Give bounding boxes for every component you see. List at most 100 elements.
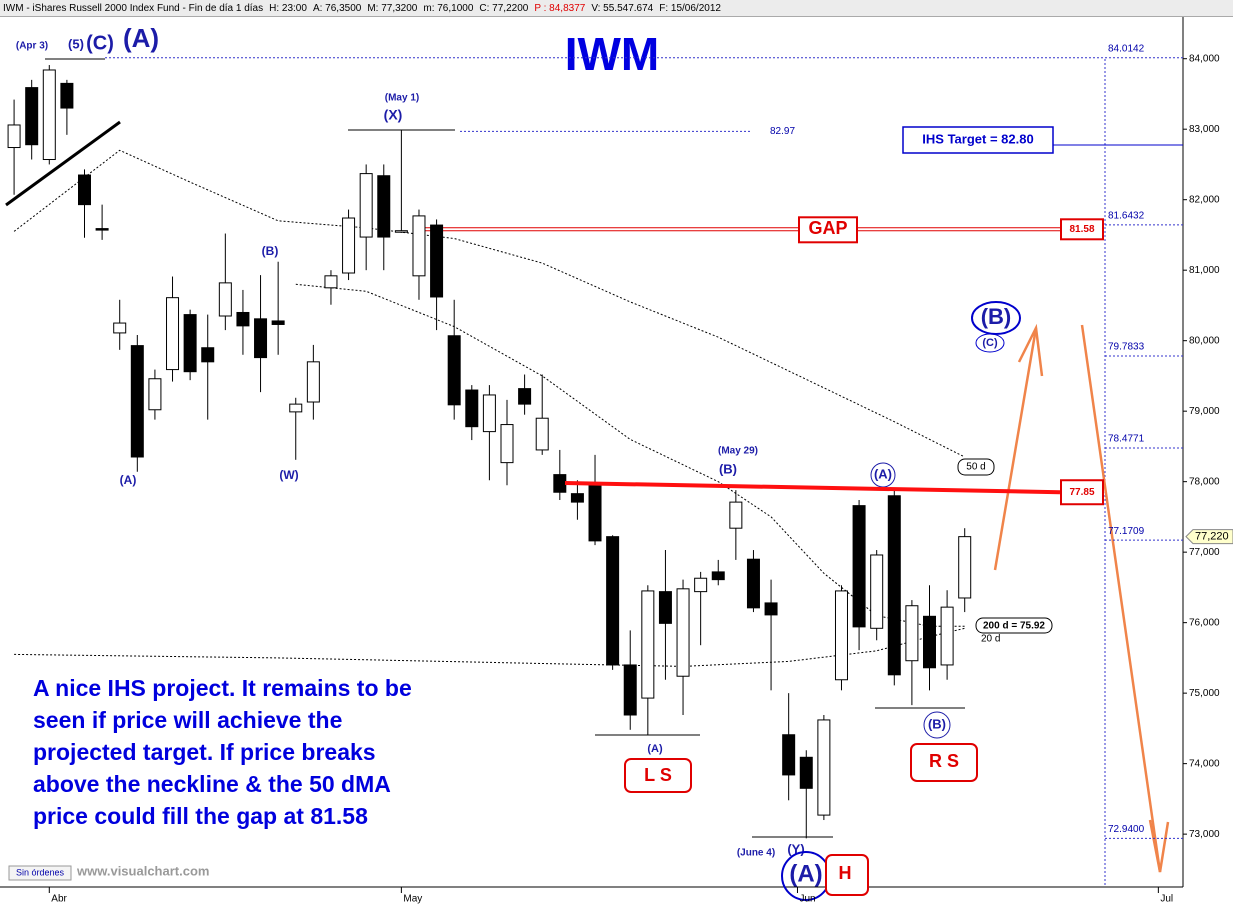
target-label: IHS Target = 82.80 [922,131,1033,146]
candle-body [711,571,725,581]
candle-body [676,588,690,677]
candle-body [78,174,91,206]
level-label: 81.6432 [1108,210,1145,221]
candle-body [324,275,338,289]
gap-box [798,216,858,244]
candle-body [588,484,602,542]
ma-label-box [975,617,1053,634]
wave-label: (A) [123,23,159,53]
wave-label: (B) [262,244,279,258]
rs-label: R S [929,751,959,771]
status-label: Sin órdenes [16,867,65,877]
candle-body [271,320,285,325]
candle-body [130,345,144,458]
candle-body [377,175,391,238]
y-tick-label: 73,000 [1189,829,1220,840]
wave-label: (May 1) [385,93,419,104]
ma-label: 200 d = 75.92 [983,621,1045,632]
wave-label: (B) [719,461,737,476]
wave-label: (B) [928,716,946,731]
y-tick-label: 82,000 [1189,194,1220,205]
candle-body [834,590,848,681]
candle-body [42,69,56,161]
y-tick-label: 76,000 [1189,617,1220,628]
y-tick-label: 77,000 [1189,547,1220,558]
candle-body [218,282,232,317]
gap-label: GAP [808,218,847,238]
rs-box [910,743,978,782]
candle-body [236,311,250,327]
last-price-marker [1185,529,1233,545]
neckline-box [1060,479,1104,506]
candle-body [658,591,672,624]
y-tick-label: 81,000 [1189,265,1220,276]
ls-box [624,758,692,793]
candle-body [870,554,884,629]
candle-body [148,378,162,411]
wave-circle [923,711,951,739]
candle-body [25,87,39,146]
y-tick-label: 78,000 [1189,476,1220,487]
candle-body [201,347,215,363]
h-box [825,854,869,896]
candle-body [852,505,866,628]
h-label: H [839,863,852,883]
note-line: price could fill the gap at 81.58 [33,803,368,829]
level-label: 79.7833 [1108,342,1145,353]
x-tick-label: Jun [799,894,815,905]
y-tick-label: 74,000 [1189,758,1220,769]
level-label: 82.97 [770,126,795,137]
header-item: M: 77,3200 [367,3,418,14]
status-box [8,865,72,881]
y-tick-label: 79,000 [1189,406,1220,417]
candle-body [782,734,796,776]
candle-body [729,501,743,529]
level-label: 78.4771 [1108,434,1145,445]
header-item: V: 55.547.674 [591,3,654,14]
chart-title: IWM [565,28,660,80]
candle-body [254,318,268,359]
candle-body [746,558,760,609]
candle-body [183,314,197,373]
x-tick-label: May [403,894,422,905]
y-tick-label: 75,000 [1189,688,1220,699]
wave-label: (Apr 3) [16,41,48,52]
wave-circle [971,301,1021,335]
wave-label: (B) [981,304,1012,329]
candle-body [606,536,620,666]
wave-label: (June 4) [737,848,775,859]
header-item: P : 84,8377 [534,3,586,14]
candle-body [905,605,919,662]
candle-body [342,217,356,274]
candle-body [694,577,708,593]
candle-body [500,424,514,464]
target-box [902,126,1054,154]
candle-body [940,606,954,666]
gap-value: 81.58 [1069,224,1094,235]
arrow-down [1080,324,1162,873]
note: A nice IHS project. It remains to be see… [33,675,412,829]
y-tick-label: 84,000 [1189,53,1220,64]
candle-body [113,322,127,334]
candle-body [359,173,373,238]
moving-average [14,627,965,667]
y-tick-label: 83,000 [1189,124,1220,135]
wave-label: (W) [279,468,298,482]
candle-body [623,664,637,716]
candle-body [465,389,479,428]
candle-body [289,403,303,413]
candle-body [535,417,549,451]
moving-average [295,283,965,627]
ma-label: 50 d [966,462,985,473]
note-line: projected target. If price breaks [33,739,376,765]
note-line: A nice IHS project. It remains to be [33,675,412,701]
header-item: H: 23:00 [269,3,307,14]
gap-value-box [1060,218,1104,241]
arrow-head [1017,323,1044,377]
x-tick-label: Jul [1160,894,1173,905]
candle-body [447,335,461,406]
wave-label: (C) [982,337,998,349]
candle-body [764,602,778,616]
trend-line [5,120,121,207]
